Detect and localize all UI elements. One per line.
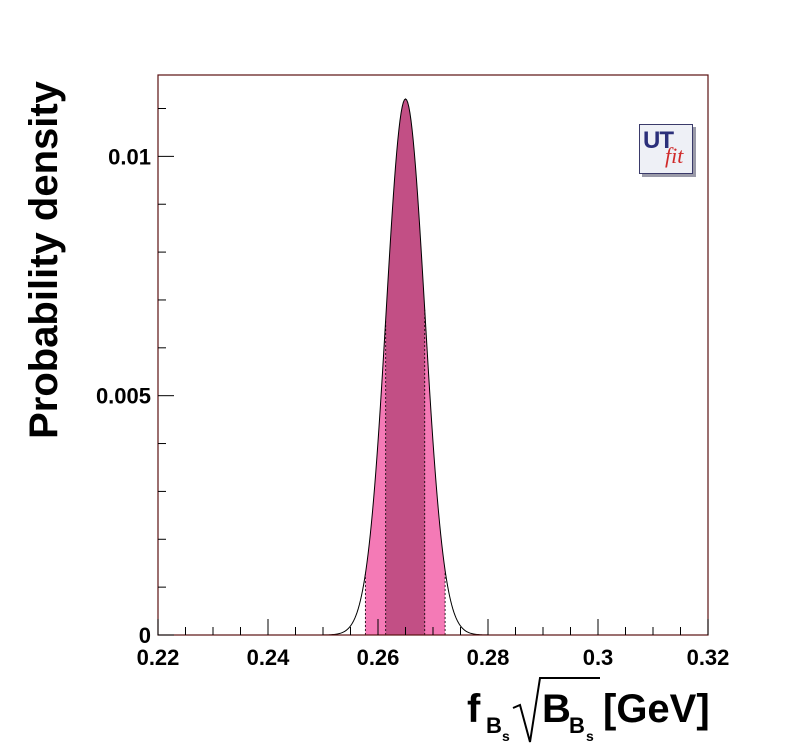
x-tick-label: 0.24 xyxy=(247,645,291,670)
x-axis-title: f B s B B s [GeV] xyxy=(467,677,710,744)
sqrt-sign xyxy=(512,677,600,743)
x-title-B: B xyxy=(542,687,571,731)
y-axis-ticks xyxy=(158,108,174,636)
x-tick-labels: 0.22 0.24 0.26 0.28 0.3 0.32 xyxy=(137,645,730,670)
y-tick-label: 0.005 xyxy=(96,384,151,409)
probability-region-68 xyxy=(385,98,425,636)
x-title-unit: [GeV] xyxy=(603,687,710,731)
y-tick-label: 0.01 xyxy=(108,144,151,169)
utfit-logo: UT fit xyxy=(639,124,693,174)
x-tick-label: 0.32 xyxy=(687,645,730,670)
x-axis-ticks xyxy=(157,619,709,635)
x-title-sub2-B: B xyxy=(569,713,585,738)
y-axis-title: Probability density xyxy=(22,80,66,439)
y-tick-labels: 0 0.005 0.01 xyxy=(96,144,151,648)
x-title-sub-B: B xyxy=(486,713,502,738)
x-tick-label: 0.28 xyxy=(467,645,510,670)
x-title-sub-s: s xyxy=(502,728,510,744)
x-tick-label: 0.26 xyxy=(357,645,400,670)
region-fill-1 xyxy=(385,98,425,636)
logo-fit-text: fit xyxy=(665,143,684,168)
x-title-f: f xyxy=(467,687,481,731)
x-title-sub2-s: s xyxy=(586,728,594,744)
y-tick-label: 0 xyxy=(139,623,151,648)
x-tick-label: 0.22 xyxy=(137,645,180,670)
x-tick-label: 0.3 xyxy=(583,645,614,670)
logo-ut-text: UT xyxy=(643,127,674,154)
region-boundaries xyxy=(364,309,446,635)
